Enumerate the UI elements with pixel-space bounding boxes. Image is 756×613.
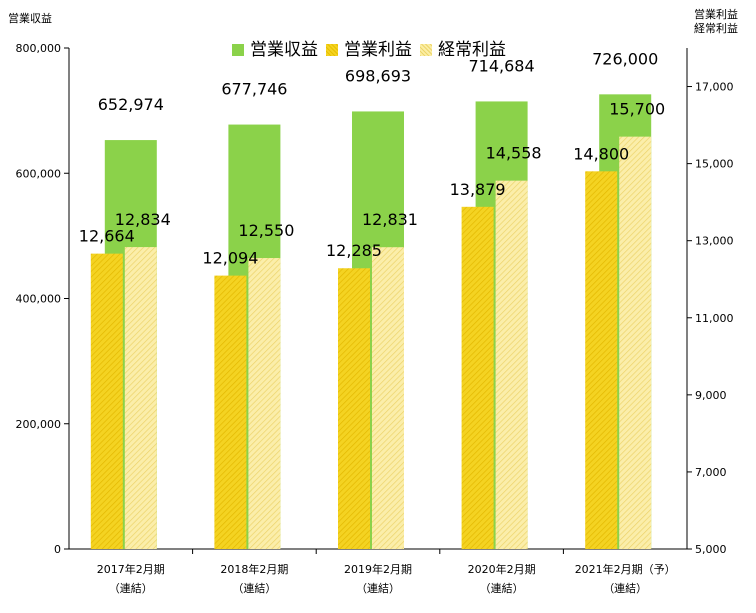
category-label: 2019年2月期 <box>344 562 412 576</box>
category-label: 2018年2月期 <box>220 562 288 576</box>
legend-label-revenue: 営業収益 <box>250 40 318 60</box>
bar-operating-income <box>461 206 494 549</box>
data-label-ordinary-income: 12,834 <box>115 210 171 229</box>
right-axis-tick-label: 11,000 <box>695 312 734 325</box>
data-label-revenue: 726,000 <box>592 49 658 68</box>
left-axis-tick-label: 0 <box>54 543 61 556</box>
category-sublabel: （連結） <box>109 581 153 595</box>
bar-ordinary-income <box>619 136 652 549</box>
left-axis-tick-label: 800,000 <box>16 42 62 55</box>
data-label-operating-income: 12,664 <box>79 227 135 246</box>
data-label-operating-income: 14,800 <box>573 144 629 163</box>
data-label-revenue: 714,684 <box>469 56 535 75</box>
data-label-revenue: 698,693 <box>345 66 411 85</box>
right-axis-tick-label: 15,000 <box>695 158 734 171</box>
bar-operating-income <box>90 253 123 549</box>
data-label-revenue: 677,746 <box>221 80 287 99</box>
legend-label-operating-income: 営業利益 <box>344 40 412 60</box>
category-sublabel: （連結） <box>603 581 647 595</box>
data-label-ordinary-income: 14,558 <box>486 144 542 163</box>
right-axis-title-line1: 営業利益 <box>694 8 738 21</box>
left-axis-title: 営業収益 <box>8 12 52 25</box>
category-label: 2021年2月期（予） <box>575 562 676 576</box>
right-axis-tick-label: 17,000 <box>695 81 734 94</box>
legend-item-ordinary-income: 経常利益 <box>420 40 506 60</box>
left-axis-tick-label: 200,000 <box>16 418 62 431</box>
legend-swatch-operating-income <box>326 44 338 56</box>
legend-item-revenue: 営業収益 <box>232 40 318 60</box>
data-label-ordinary-income: 12,831 <box>362 210 418 229</box>
legend-swatch-ordinary-income <box>420 44 432 56</box>
data-label-revenue: 652,974 <box>98 95 164 114</box>
category-label: 2020年2月期 <box>468 562 536 576</box>
legend-swatch-revenue <box>232 44 244 56</box>
right-axis-title: 営業利益 経常利益 <box>694 8 738 36</box>
bar-ordinary-income <box>372 247 404 549</box>
bar-ordinary-income <box>248 258 281 549</box>
category-sublabel: （連結） <box>356 581 400 595</box>
bar-operating-income <box>214 275 247 549</box>
data-label-ordinary-income: 15,700 <box>609 100 665 119</box>
right-axis-tick-label: 7,000 <box>695 466 727 479</box>
bar-ordinary-income <box>124 247 157 549</box>
bar-ordinary-income <box>495 180 528 549</box>
left-axis-tick-label: 400,000 <box>16 293 62 306</box>
bar-operating-income <box>585 171 618 550</box>
right-axis-tick-label: 13,000 <box>695 235 734 248</box>
left-axis-tick-label: 600,000 <box>16 167 62 180</box>
bar-operating-income <box>338 268 370 549</box>
data-label-operating-income: 13,879 <box>450 180 506 199</box>
right-axis-tick-label: 5,000 <box>695 543 727 556</box>
data-label-ordinary-income: 12,550 <box>238 221 294 240</box>
legend-label-ordinary-income: 経常利益 <box>438 40 506 60</box>
data-label-operating-income: 12,285 <box>326 241 382 260</box>
category-sublabel: （連結） <box>232 581 276 595</box>
chart-legend: 営業収益 営業利益 経常利益 <box>232 40 514 60</box>
category-label: 2017年2月期 <box>97 562 165 576</box>
right-axis-title-line2: 経常利益 <box>694 22 738 35</box>
legend-item-operating-income: 営業利益 <box>326 40 412 60</box>
right-axis-tick-label: 9,000 <box>695 389 727 402</box>
data-label-operating-income: 12,094 <box>202 249 258 268</box>
category-sublabel: （連結） <box>480 581 524 595</box>
